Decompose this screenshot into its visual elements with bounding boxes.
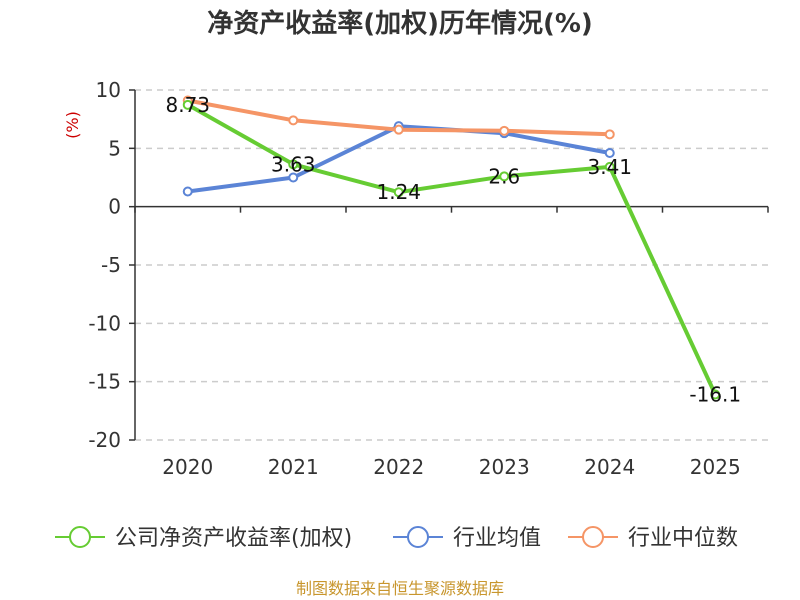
x-tick-label: 2024: [584, 455, 635, 479]
series-point-1: [604, 148, 615, 158]
series-point-0: [710, 389, 721, 400]
y-tick-label: -10: [88, 311, 121, 335]
source-note: 制图数据来自恒生聚源数据库: [296, 579, 504, 598]
series-line-0: [186, 103, 718, 396]
series-point-2: [499, 125, 510, 136]
y-tick-label: -5: [101, 253, 121, 277]
x-tick-label: 2025: [690, 455, 741, 479]
x-tick-label: 2020: [162, 455, 213, 479]
series-point-0: [393, 187, 404, 198]
data-label: 2.6: [488, 164, 520, 188]
series-point-2: [393, 124, 404, 135]
data-label: 3.41: [587, 155, 632, 179]
x-tick-label: 2022: [373, 455, 424, 479]
legend-label: 行业中位数: [628, 526, 738, 551]
data-label: 8.73: [165, 93, 210, 117]
x-tick-label: 2021: [268, 455, 319, 479]
series-point-0: [288, 159, 299, 170]
y-tick-label: 10: [96, 78, 121, 102]
series-point-0: [182, 99, 193, 110]
series-point-1: [182, 186, 193, 197]
legend-label: 行业均值: [453, 526, 541, 551]
legend-swatch-marker: [69, 526, 91, 548]
y-tick-label: 0: [108, 195, 121, 219]
legend-swatch-marker: [582, 526, 604, 548]
y-tick-label: 5: [108, 136, 121, 160]
y-tick-label: -15: [88, 370, 121, 394]
legend-swatch-marker: [407, 526, 429, 548]
data-label-layer: 8.73 3.63 1.24 2.6 3.41 -16.1: [165, 93, 741, 407]
chart-title: 净资产收益率(加权)历年情况(%): [207, 8, 593, 39]
legend-label: 公司净资产收益率(加权): [115, 526, 352, 551]
y-axis-label: (%): [63, 111, 82, 139]
series-point-2: [288, 115, 299, 126]
data-label: -16.1: [689, 383, 741, 407]
data-label: 1.24: [376, 180, 421, 204]
grid-layer: [135, 89, 768, 441]
axis-layer: 10 5 0 -5 -10 -15 -20 2020 2021 2022 2023 2024 2025: [88, 78, 769, 479]
y-tick-label: -20: [88, 428, 121, 452]
data-label: 3.63: [271, 152, 316, 176]
x-tick-label: 2023: [479, 455, 530, 479]
series-point-2: [604, 129, 615, 140]
series-layer: [182, 95, 721, 400]
series-point-0: [499, 171, 510, 182]
series-point-0: [604, 161, 615, 172]
series-point-1: [288, 172, 299, 183]
legend: 公司净资产收益率(加权) 行业均值 行业中位数: [55, 526, 738, 551]
